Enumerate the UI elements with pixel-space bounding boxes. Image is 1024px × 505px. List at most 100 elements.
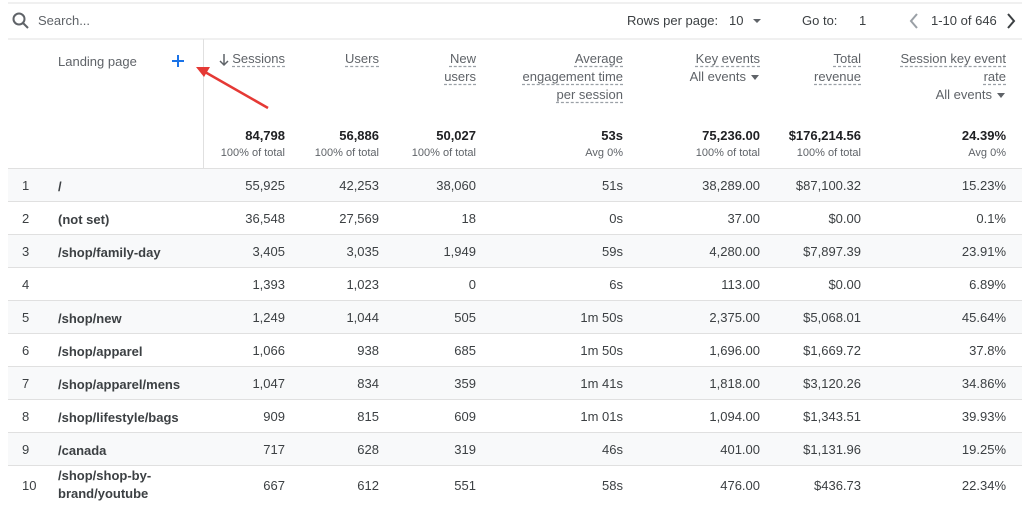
column-header[interactable]: Session key event rate All events	[894, 50, 1006, 104]
column-label[interactable]: Key events	[695, 51, 760, 66]
row-index: 3	[22, 243, 30, 259]
column-filter[interactable]: All events	[894, 86, 1006, 104]
column-header[interactable]: New users	[436, 50, 476, 86]
cell-value: 34.86%	[961, 375, 1006, 391]
cell-value: 0.1%	[976, 210, 1006, 226]
total-value: 24.39%	[961, 128, 1006, 143]
cell-value: 1,066	[252, 342, 285, 358]
column-header[interactable]: Users	[319, 50, 379, 68]
cell-value: $0.00	[828, 210, 861, 226]
row-index: 7	[22, 375, 30, 391]
cell-value: 6.89%	[969, 276, 1006, 292]
total-value: 53s	[601, 128, 623, 143]
total-subtext: 100% of total	[220, 147, 285, 159]
landing-page[interactable]: /shop/shop-by-brand/youtube	[58, 468, 152, 501]
cell-value: 1m 41s	[580, 375, 623, 391]
total-subtext: 100% of total	[695, 147, 760, 159]
row-index: 1	[22, 177, 30, 193]
search-input[interactable]: Search...	[38, 13, 91, 28]
column-header[interactable]: Key events All events	[660, 50, 760, 86]
table-row[interactable]: 5/shop/new 1,249 1,044 505 1m 50s 2,375.00 $5,…	[8, 300, 1022, 334]
landing-page[interactable]: /shop/lifestyle/bags	[58, 409, 179, 425]
total-value: 50,027	[436, 128, 476, 143]
table-row[interactable]: 2 (not set) 36,548 27,569 18 0s 37.00 $0.00 0.1%	[8, 201, 1022, 235]
go-to-input[interactable]: 1	[859, 13, 867, 28]
table-row[interactable]: 4 1,393 1,023 0 6s 113.00 $0.00 6.89%	[8, 267, 1022, 301]
column-label[interactable]: Session key event rate	[900, 51, 1006, 84]
column-header[interactable]: Landing page	[58, 54, 137, 69]
cell-value: 37.8%	[969, 342, 1006, 358]
table-row[interactable]: 3/shop/family-day 3,405 3,035 1,949 59s 4,280…	[8, 234, 1022, 268]
cell-value: 909	[263, 408, 285, 424]
total-subtext: Avg 0%	[585, 147, 623, 159]
row-index: 4	[22, 276, 30, 292]
cell-value: 1,949	[443, 243, 476, 259]
landing-page[interactable]: /shop/family-day	[58, 244, 161, 260]
cell-value: 3,405	[252, 243, 285, 259]
cell-value: 58s	[602, 477, 623, 493]
cell-value: 3,035	[346, 243, 379, 259]
landing-page[interactable]: /	[58, 178, 62, 194]
landing-page[interactable]: /shop/new	[58, 310, 122, 326]
table-row[interactable]: 1 / 55,925 42,253 38,060 51s 38,289.00 $87,100.…	[8, 168, 1022, 202]
total-subtext: Avg 0%	[968, 147, 1006, 159]
table-row[interactable]: 10/shop/shop-by-brand/youtube 667 612 551 58…	[8, 465, 1022, 505]
cell-value: 609	[454, 408, 476, 424]
column-header[interactable]: Average engagement time per session	[511, 50, 623, 104]
cell-value: 113.00	[721, 276, 760, 292]
total-subtext: 100% of total	[796, 147, 861, 159]
cell-value: 38,060	[436, 177, 476, 193]
cell-value: 717	[263, 441, 285, 457]
page-range: 1-10 of 646	[931, 13, 997, 28]
column-label[interactable]: New users	[444, 51, 476, 84]
cell-value: 359	[454, 375, 476, 391]
cell-value: 1,696.00	[709, 342, 760, 358]
cell-value: 27,569	[339, 210, 379, 226]
cell-value: $1,131.96	[803, 441, 861, 457]
cell-value: 45.64%	[961, 309, 1006, 325]
dropdown-arrow	[751, 75, 759, 80]
total-value: 84,798	[245, 128, 285, 143]
column-filter[interactable]: All events	[660, 68, 760, 86]
landing-page[interactable]: (not set)	[58, 211, 110, 227]
row-index: 6	[22, 342, 30, 358]
column-label[interactable]: Sessions	[232, 51, 285, 66]
table-row[interactable]: 6/shop/apparel 1,066 938 685 1m 50s 1,696.00 $…	[8, 333, 1022, 367]
cell-value: 0	[468, 276, 476, 292]
row-index: 2	[22, 210, 30, 226]
cell-value: 938	[357, 342, 379, 358]
total-subtext: 100% of total	[314, 147, 379, 159]
row-index: 9	[22, 441, 30, 457]
cell-value: 476.00	[720, 477, 760, 493]
cell-value: 834	[357, 375, 379, 391]
cell-value: 36,548	[245, 210, 285, 226]
cell-value: 612	[357, 477, 379, 493]
rows-per-page-select[interactable]: 10	[729, 13, 744, 28]
cell-value: $1,343.51	[803, 408, 861, 424]
cell-value: 1m 01s	[580, 408, 623, 424]
column-label[interactable]: Total revenue	[814, 51, 861, 84]
column-header[interactable]: Total revenue	[801, 50, 861, 86]
cell-value: 505	[454, 309, 476, 325]
cell-value: 22.34%	[961, 477, 1006, 493]
column-label[interactable]: Average engagement time per session	[522, 51, 623, 102]
column-label[interactable]: Users	[345, 51, 379, 66]
landing-page[interactable]: /shop/apparel	[58, 343, 143, 359]
table-row[interactable]: 9/canada 717 628 319 46s 401.00 $1,131.96 19.25…	[8, 432, 1022, 466]
cell-value: 685	[454, 342, 476, 358]
cell-value: 18	[461, 210, 476, 226]
landing-page[interactable]: /canada	[58, 442, 107, 458]
cell-value: 1,044	[346, 309, 379, 325]
table-row[interactable]: 7/shop/apparel/mens 1,047 834 359 1m 41s 1,81…	[8, 366, 1022, 400]
landing-page[interactable]: /shop/apparel/mens	[58, 376, 181, 392]
cell-value: 55,925	[245, 177, 285, 193]
cell-value: $5,068.01	[803, 309, 861, 325]
table-row[interactable]: 8/shop/lifestyle/bags 909 815 609 1m 01s 1,09…	[8, 399, 1022, 433]
cell-value: $7,897.39	[803, 243, 861, 259]
cell-value: 39.93%	[961, 408, 1006, 424]
row-index: 5	[22, 309, 30, 325]
cell-value: 815	[357, 408, 379, 424]
column-header[interactable]: Sessions	[215, 50, 285, 68]
cell-value: 1,047	[252, 375, 285, 391]
cell-value: 15.23%	[961, 177, 1006, 193]
